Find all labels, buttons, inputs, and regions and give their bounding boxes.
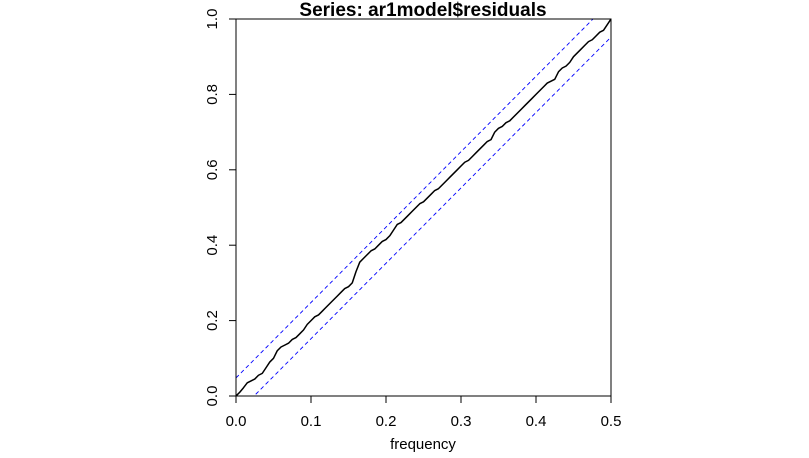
x-tick-label: 0.2 <box>376 413 397 430</box>
cumulative-periodogram-line <box>236 19 611 396</box>
y-tick-label: 0.0 <box>204 386 221 407</box>
y-tick-label: 1.0 <box>204 9 221 30</box>
x-tick-label: 0.3 <box>451 413 472 430</box>
x-tick-label: 0.0 <box>226 413 247 430</box>
chart-title: Series: ar1model$residuals <box>299 0 546 21</box>
confidence-band-2 <box>253 36 611 396</box>
confidence-band-1 <box>236 19 594 379</box>
plot-frame <box>235 18 612 397</box>
x-axis: 0.0 0.1 0.2 0.3 0.4 0.5 <box>226 396 622 430</box>
y-tick-label: 0.6 <box>204 159 221 180</box>
series-layer <box>236 19 611 396</box>
y-tick-label: 0.8 <box>204 84 221 105</box>
y-axis: 0.0 0.2 0.4 0.6 0.8 1.0 <box>204 9 236 407</box>
bands-layer <box>236 19 611 396</box>
x-tick-label: 0.5 <box>601 413 622 430</box>
x-tick-label: 0.1 <box>301 413 322 430</box>
y-tick-label: 0.4 <box>204 235 221 256</box>
x-tick-label: 0.4 <box>526 413 547 430</box>
x-axis-label: frequency <box>390 436 456 453</box>
y-tick-label: 0.2 <box>204 310 221 331</box>
